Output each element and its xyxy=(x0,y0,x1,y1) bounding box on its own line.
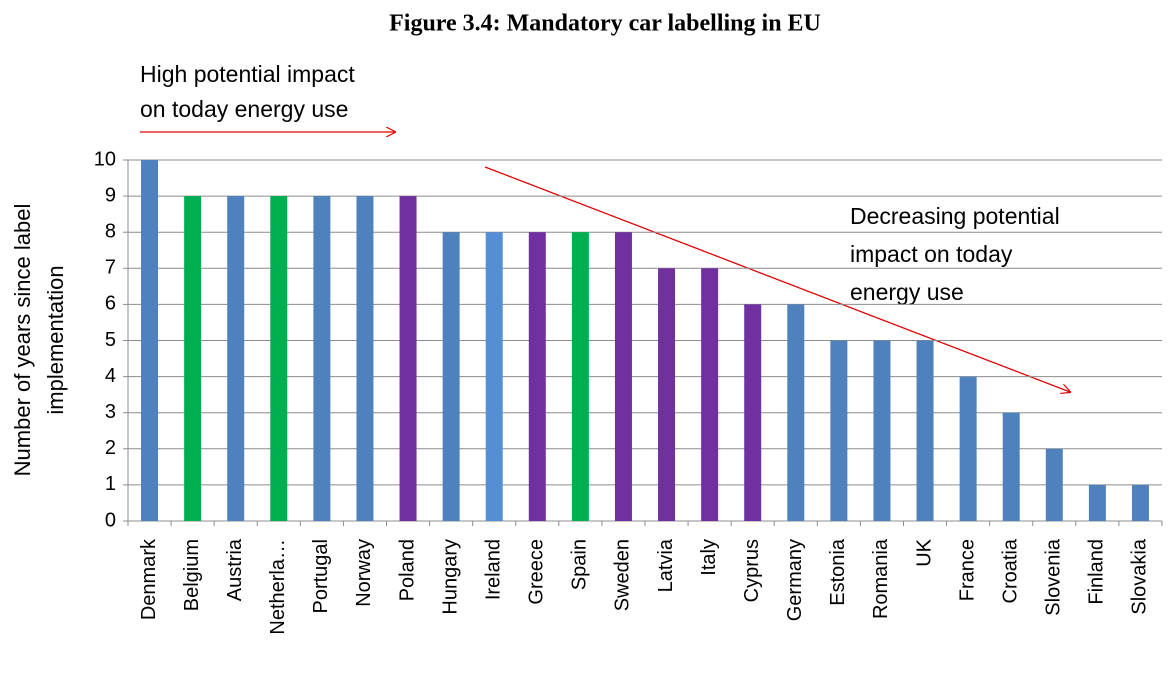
x-tick-label: Latvia xyxy=(655,538,677,592)
x-tick-label: Ireland xyxy=(482,539,504,600)
y-tick-label: 10 xyxy=(94,148,116,170)
bar xyxy=(614,232,632,521)
y-tick-label: 6 xyxy=(105,293,116,315)
x-tick-label: Sweden xyxy=(612,539,634,611)
x-tick-label: Belgium xyxy=(181,539,203,611)
x-tick-label: UK xyxy=(913,538,935,566)
x-tick-label: Germany xyxy=(784,539,806,621)
y-tick-label: 1 xyxy=(105,473,116,495)
bar xyxy=(227,196,245,521)
x-tick-label: France xyxy=(956,539,978,601)
y-axis-label: Number of years since label implementati… xyxy=(10,204,68,477)
bar xyxy=(356,196,374,521)
arrow xyxy=(484,166,1070,392)
x-tick-label: Denmark xyxy=(138,538,160,620)
bar xyxy=(744,304,762,521)
annotation: Decreasing potential xyxy=(850,203,1060,229)
x-tick-label: Italy xyxy=(698,539,720,576)
x-tick-label: Portugal xyxy=(310,539,332,614)
x-tick-label: Slovenia xyxy=(1043,538,1065,616)
bar xyxy=(184,196,202,521)
x-tick-label: Norway xyxy=(353,539,375,607)
y-tick-label: 8 xyxy=(105,220,116,242)
bar xyxy=(1131,484,1149,521)
bar xyxy=(959,376,977,521)
y-tick-label: 9 xyxy=(105,184,116,206)
annotation: on today energy use xyxy=(140,96,348,122)
bar xyxy=(442,232,460,521)
x-tick-label: Slovakia xyxy=(1129,538,1151,614)
bar xyxy=(528,232,546,521)
x-tick-label: Finland xyxy=(1086,539,1108,605)
bar xyxy=(399,196,417,521)
x-tick-label: Cyprus xyxy=(741,539,763,602)
bar xyxy=(571,232,589,521)
y-axis-label-line: Number of years since label xyxy=(10,204,35,477)
x-tick-label: Croatia xyxy=(999,538,1021,603)
x-tick-label: Estonia xyxy=(827,538,849,606)
annotation: energy use xyxy=(850,279,964,305)
x-tick-label: Spain xyxy=(569,539,591,590)
bar xyxy=(1002,412,1020,521)
y-tick-label: 3 xyxy=(105,401,116,423)
annotation: High potential impact xyxy=(140,61,355,87)
x-tick-label: Poland xyxy=(396,539,418,601)
chart-title: Figure 3.4: Mandatory car labelling in E… xyxy=(389,11,821,37)
bar xyxy=(1045,448,1063,521)
y-tick-label: 5 xyxy=(105,329,116,351)
bar xyxy=(141,160,159,521)
x-tick-label: Romania xyxy=(870,538,892,619)
x-tick-label: Netherla… xyxy=(267,539,289,635)
y-tick-label: 2 xyxy=(105,437,116,459)
y-axis-label-line: implementation xyxy=(43,265,68,414)
y-tick-label: 4 xyxy=(105,365,116,387)
annotation: impact on today xyxy=(850,241,1013,267)
bar xyxy=(916,340,934,521)
x-tick-label: Greece xyxy=(526,539,548,605)
bar xyxy=(873,340,891,521)
y-tick-label: 7 xyxy=(105,257,116,279)
x-tick-label: Austria xyxy=(224,538,246,601)
bar xyxy=(787,304,805,521)
y-tick-label: 0 xyxy=(105,509,116,531)
bar xyxy=(701,268,719,521)
bar xyxy=(1088,484,1106,521)
bar xyxy=(830,340,848,521)
bar xyxy=(313,196,331,521)
bar xyxy=(485,232,503,521)
x-tick-label: Hungary xyxy=(439,539,461,615)
bar xyxy=(658,268,676,521)
bar xyxy=(270,196,288,521)
